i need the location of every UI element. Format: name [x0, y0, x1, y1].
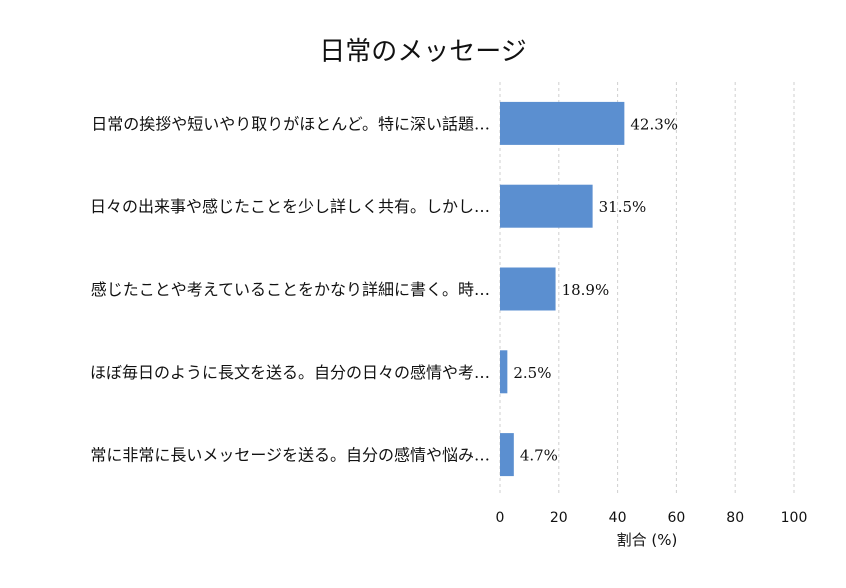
x-tick-label: 60 [667, 510, 685, 526]
value-labels: 42.3% 31.5% 18.9% 2.5% 4.7% [513, 115, 678, 464]
category-label: 日常の挨拶や短いやり取りがほとんど。特に深い話題… [91, 114, 490, 133]
category-labels: 日常の挨拶や短いやり取りがほとんど。特に深い話題… 日々の出来事や感じたことを少し… [90, 114, 490, 464]
x-tick-label: 80 [726, 510, 744, 526]
bar [500, 184, 593, 228]
bar [500, 350, 508, 394]
x-axis-label: 割合 (%) [617, 531, 678, 549]
bar [500, 101, 625, 145]
bar [500, 267, 556, 311]
chart-title: 日常のメッセージ [319, 37, 526, 67]
category-label: 日々の出来事や感じたことを少し詳しく共有。しかし… [90, 197, 490, 216]
value-label: 18.9% [562, 281, 610, 299]
x-tick-label: 100 [781, 510, 808, 526]
bar [500, 433, 514, 477]
gridlines [499, 82, 795, 496]
value-label: 31.5% [599, 198, 647, 216]
x-tick-label: 0 [496, 510, 505, 526]
category-label: ほぼ毎日のように長文を送る。自分の日々の感情や考… [90, 363, 490, 382]
value-label: 4.7% [520, 447, 558, 465]
value-label: 2.5% [513, 364, 551, 382]
x-tick-label: 40 [609, 510, 627, 526]
category-label: 常に非常に長いメッセージを送る。自分の感情や悩み… [90, 446, 490, 465]
x-tick-labels: 0 20 40 60 80 100 [496, 510, 808, 526]
value-label: 42.3% [630, 115, 678, 133]
bars [500, 101, 625, 477]
category-label: 感じたことや考えていることをかなり詳細に書く。時… [91, 280, 490, 299]
x-tick-label: 20 [550, 510, 568, 526]
